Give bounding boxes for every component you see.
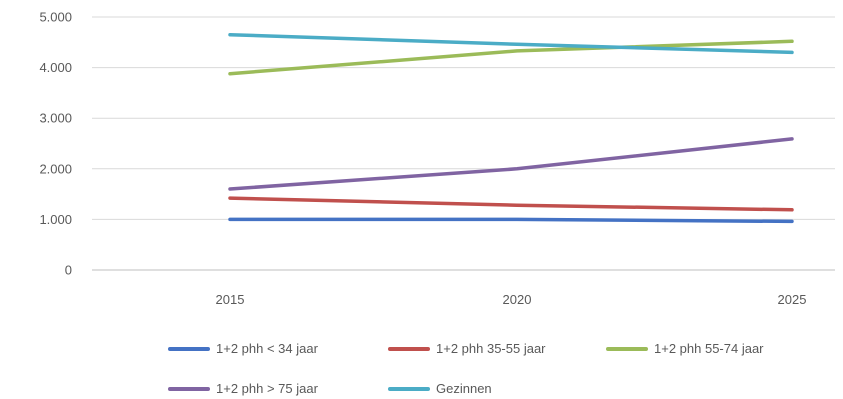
series-lines [228, 32, 794, 224]
y-axis-ticks: 0 1.000 2.000 3.000 4.000 5.000 [39, 10, 72, 278]
y-tick-label: 5.000 [39, 10, 72, 25]
x-axis-ticks: 2015 2020 2025 [216, 292, 807, 307]
series-line [228, 196, 794, 212]
series-line [228, 217, 794, 224]
x-tick-label: 2020 [503, 292, 532, 307]
y-tick-label: 1.000 [39, 212, 72, 227]
series-line [228, 39, 794, 76]
x-tick-label: 2015 [216, 292, 245, 307]
series-line [228, 32, 794, 55]
x-tick-label: 2025 [778, 292, 807, 307]
y-tick-label: 4.000 [39, 60, 72, 75]
y-tick-label: 2.000 [39, 161, 72, 176]
y-tick-label: 3.000 [39, 111, 72, 126]
series-line [228, 137, 794, 191]
gridlines [92, 16, 835, 271]
y-tick-label: 0 [65, 263, 72, 278]
